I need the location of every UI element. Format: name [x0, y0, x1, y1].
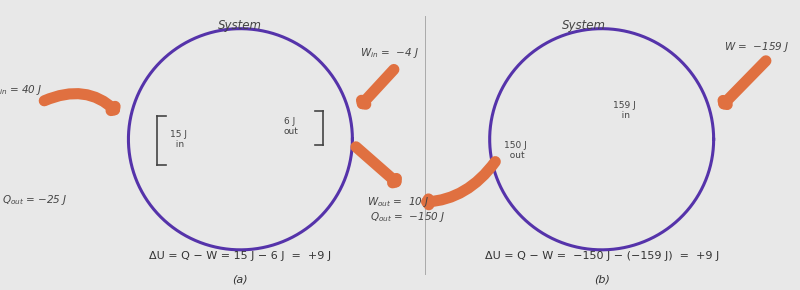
Text: ΔU = Q − W = 15 J − 6 J  =  +9 J: ΔU = Q − W = 15 J − 6 J = +9 J — [150, 251, 331, 261]
Text: $W_{in}$ =  −4 J: $W_{in}$ = −4 J — [360, 46, 418, 60]
Text: (a): (a) — [233, 275, 248, 285]
Text: $Q_{out}$ =  −150 J: $Q_{out}$ = −150 J — [370, 210, 446, 224]
Text: 159 J
   in: 159 J in — [613, 101, 635, 120]
Text: System: System — [218, 19, 262, 32]
Text: $Q_{in}$ = 40 J: $Q_{in}$ = 40 J — [0, 84, 42, 97]
Text: 150 J
  out: 150 J out — [504, 141, 527, 160]
Text: $W$ =  −159 J: $W$ = −159 J — [725, 40, 790, 54]
Text: ΔU = Q − W =  −150 J − (−159 J)  =  +9 J: ΔU = Q − W = −150 J − (−159 J) = +9 J — [485, 251, 718, 261]
Text: $Q_{out}$ = −25 J: $Q_{out}$ = −25 J — [2, 193, 67, 206]
Text: $W_{out}$ =  10 J: $W_{out}$ = 10 J — [367, 195, 429, 209]
Text: 6 J
out: 6 J out — [284, 117, 298, 136]
Text: System: System — [562, 19, 606, 32]
Text: (b): (b) — [594, 275, 610, 285]
Text: 15 J
  in: 15 J in — [170, 130, 187, 149]
